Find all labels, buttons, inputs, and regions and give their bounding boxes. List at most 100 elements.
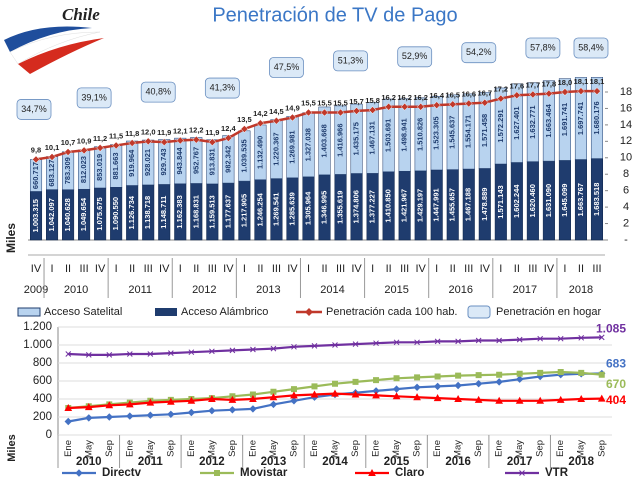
series-marker — [557, 369, 564, 375]
series-marker — [455, 338, 461, 345]
bar-label: 1.435.175 — [352, 122, 361, 155]
legend-label: Acceso Satelital — [44, 306, 122, 318]
penetration-marker — [352, 107, 361, 115]
bar-label: 1.217.905 — [239, 194, 248, 227]
series-marker — [291, 343, 297, 350]
legend-label: Penetración en hogar — [496, 306, 602, 318]
series-marker — [434, 373, 441, 380]
y-tick-label: 200 — [33, 411, 52, 423]
penetration-marker — [480, 98, 489, 107]
series-marker — [229, 347, 236, 354]
penetration-marker — [176, 136, 185, 145]
bar-satelital — [382, 98, 395, 173]
bar-label: 1.042.097 — [47, 198, 56, 231]
penetration-label: 13,5 — [237, 115, 252, 124]
quarter-label: III — [464, 263, 473, 275]
quarter-label: II — [65, 263, 71, 275]
penetration-label: 10,7 — [61, 138, 76, 147]
quarter-label: II — [578, 263, 584, 275]
hogar-callout — [525, 37, 561, 59]
bar-label: 1.467.131 — [368, 121, 377, 154]
bar-label: 1.003.315 — [31, 199, 40, 232]
penetration-label: 17,6 — [510, 81, 525, 90]
series-marker — [433, 382, 442, 391]
penetration-marker — [529, 90, 537, 99]
hogar-callout — [461, 42, 497, 64]
bar-label: 1.132.490 — [255, 136, 264, 169]
bar-label: 1.269.981 — [287, 130, 296, 163]
year-label: 2017 — [513, 284, 537, 296]
y-tick-label: 1.000 — [23, 339, 52, 351]
series-marker — [228, 395, 237, 403]
series-marker — [516, 336, 523, 343]
bar-satelital — [574, 77, 587, 160]
x-tick-label: Ene — [494, 440, 505, 457]
legend-marker — [214, 470, 220, 476]
quarter-label: I — [371, 263, 374, 275]
penetration-marker — [144, 137, 153, 146]
x-tick-label: Sep — [288, 440, 299, 457]
legend-label: Penetración cada 100 hab. — [326, 306, 458, 318]
penetration-marker — [384, 102, 393, 111]
bar-satelital — [526, 82, 539, 162]
end-label: 683 — [606, 357, 626, 371]
y2-tick-label: 8 — [623, 168, 629, 180]
series-marker — [597, 394, 606, 402]
penetration-marker — [512, 91, 521, 100]
series-marker — [332, 342, 338, 348]
quarter-label: II — [386, 263, 392, 275]
penetration-label: 16,2 — [381, 93, 396, 102]
penetration-label: 16,2 — [413, 93, 428, 102]
bar-satelital — [446, 94, 459, 170]
series-marker — [187, 408, 196, 417]
penetration-marker — [112, 141, 121, 150]
flag-red — [18, 38, 104, 74]
x-tick-label: May — [83, 440, 94, 458]
year-label: 2015 — [384, 456, 410, 468]
bar-label: 1.126.734 — [127, 195, 136, 229]
series-marker — [392, 392, 401, 400]
penetration-marker — [400, 102, 409, 111]
penetration-label: 12,4 — [221, 124, 236, 133]
y2-tick-label: 14 — [620, 119, 632, 131]
series-marker — [474, 379, 483, 388]
bar-satelital — [510, 83, 523, 163]
y2-tick-label: 2 — [623, 217, 629, 229]
year-label: 2013 — [261, 456, 287, 468]
hogar-label: 54,2% — [466, 47, 492, 57]
series-marker — [598, 334, 605, 341]
quarter-label: I — [243, 263, 246, 275]
series-marker — [85, 352, 92, 358]
bar-label: 1.478.889 — [480, 188, 489, 221]
hogar-callout — [573, 37, 609, 59]
hogar-callout — [269, 57, 304, 78]
quarter-label: IV — [415, 263, 426, 275]
bar-label: 812.023 — [79, 156, 88, 183]
bar-satelital — [494, 87, 507, 165]
x-tick-label: Ene — [186, 440, 197, 457]
x-tick-label: Ene — [371, 440, 382, 457]
quarter-label: IV — [159, 263, 170, 275]
year-label: 2018 — [569, 284, 593, 296]
series-marker — [188, 349, 195, 356]
penetration-label: 12,0 — [141, 127, 156, 136]
quarter-label: IV — [480, 263, 491, 275]
y2-tick-label: 6 — [623, 185, 629, 197]
bar-label: 1.620.460 — [528, 184, 537, 217]
series-marker — [414, 339, 420, 346]
y-tick-label: 600 — [33, 375, 52, 387]
quarter-label: III — [272, 263, 281, 275]
x-tick-label: Ene — [432, 440, 443, 457]
bar-label: 783.309 — [63, 157, 72, 184]
penetration-marker — [288, 113, 297, 122]
series-marker — [250, 346, 256, 353]
x-tick-label: Sep — [104, 440, 115, 457]
year-label: 2009 — [24, 284, 48, 296]
series-marker — [515, 396, 524, 404]
bar-label: 660.717 — [31, 162, 40, 189]
penetration-marker — [48, 153, 56, 161]
bar-label: 1.039.535 — [239, 139, 248, 172]
quarter-label: II — [321, 263, 327, 275]
flag-white — [9, 31, 101, 65]
